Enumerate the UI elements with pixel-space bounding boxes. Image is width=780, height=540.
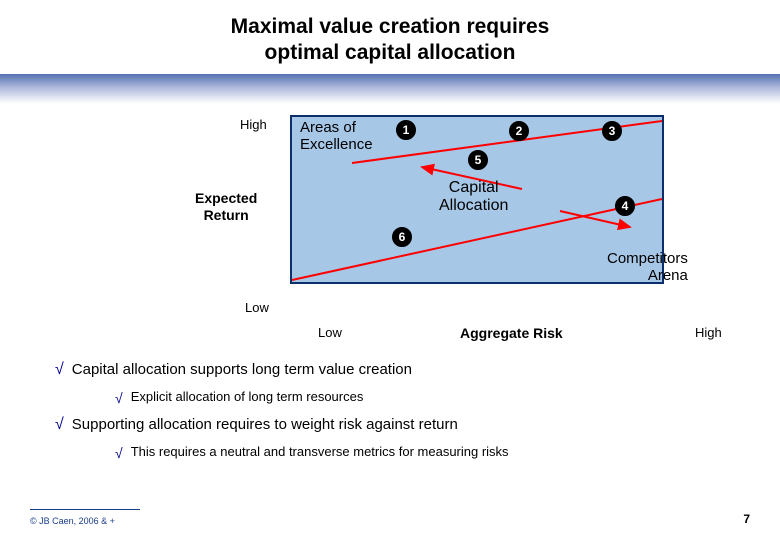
slide: Maximal value creation requires optimal … — [0, 0, 780, 540]
capital-allocation-label: Capital Allocation — [439, 179, 508, 216]
title-line1: Maximal value creation requires — [231, 15, 550, 38]
check-icon: √ — [55, 360, 64, 381]
bullet-2a: √ This requires a neutral and transverse… — [115, 444, 740, 462]
bullet-list: √ Capital allocation supports long term … — [55, 360, 740, 470]
capital-l2: Allocation — [439, 197, 508, 214]
check-icon: √ — [115, 389, 123, 407]
competitors-l2: Arena — [648, 267, 688, 284]
check-icon: √ — [115, 444, 123, 462]
y-axis-high-label: High — [240, 117, 267, 132]
check-icon: √ — [55, 415, 64, 436]
dot-2: 2 — [509, 121, 529, 141]
dot-3: 3 — [602, 121, 622, 141]
slide-title: Maximal value creation requires optimal … — [0, 14, 780, 67]
y-axis-title-l2: Return — [204, 207, 249, 223]
capital-l1: Capital — [449, 179, 499, 196]
chart-area: High Expected Return Low Areas of Excell… — [160, 115, 720, 325]
page-number: 7 — [743, 512, 750, 526]
x-axis-high-label: High — [695, 325, 722, 340]
bullet-1a: √ Explicit allocation of long term resou… — [115, 389, 740, 407]
x-axis-low-label: Low — [318, 325, 342, 340]
footer-copyright: © JB Caen, 2006 & + — [30, 516, 115, 526]
bullet-1: √ Capital allocation supports long term … — [55, 360, 740, 381]
dot-6: 6 — [392, 227, 412, 247]
areas-of-excellence-label: Areas of Excellence — [300, 119, 373, 154]
bullet-1-text: Capital allocation supports long term va… — [72, 360, 412, 380]
header-gradient-band — [0, 74, 780, 104]
areas-l2: Excellence — [300, 136, 373, 153]
dot-4: 4 — [615, 196, 635, 216]
y-axis-title-l1: Expected — [195, 190, 257, 206]
footer-divider — [30, 509, 140, 510]
y-axis-low-label: Low — [245, 300, 269, 315]
dot-5: 5 — [468, 150, 488, 170]
bullet-2a-text: This requires a neutral and transverse m… — [131, 444, 509, 461]
areas-l1: Areas of — [300, 119, 356, 136]
dot-1: 1 — [396, 120, 416, 140]
bullet-2-text: Supporting allocation requires to weight… — [72, 415, 458, 435]
title-line2: optimal capital allocation — [265, 41, 516, 64]
competitors-l1: Competitors — [607, 250, 688, 267]
bullet-2: √ Supporting allocation requires to weig… — [55, 415, 740, 436]
x-axis-title: Aggregate Risk — [460, 325, 563, 341]
competitors-arena-label: Competitors Arena — [607, 250, 688, 285]
y-axis-title: Expected Return — [195, 190, 257, 224]
bullet-1a-text: Explicit allocation of long term resourc… — [131, 389, 364, 406]
